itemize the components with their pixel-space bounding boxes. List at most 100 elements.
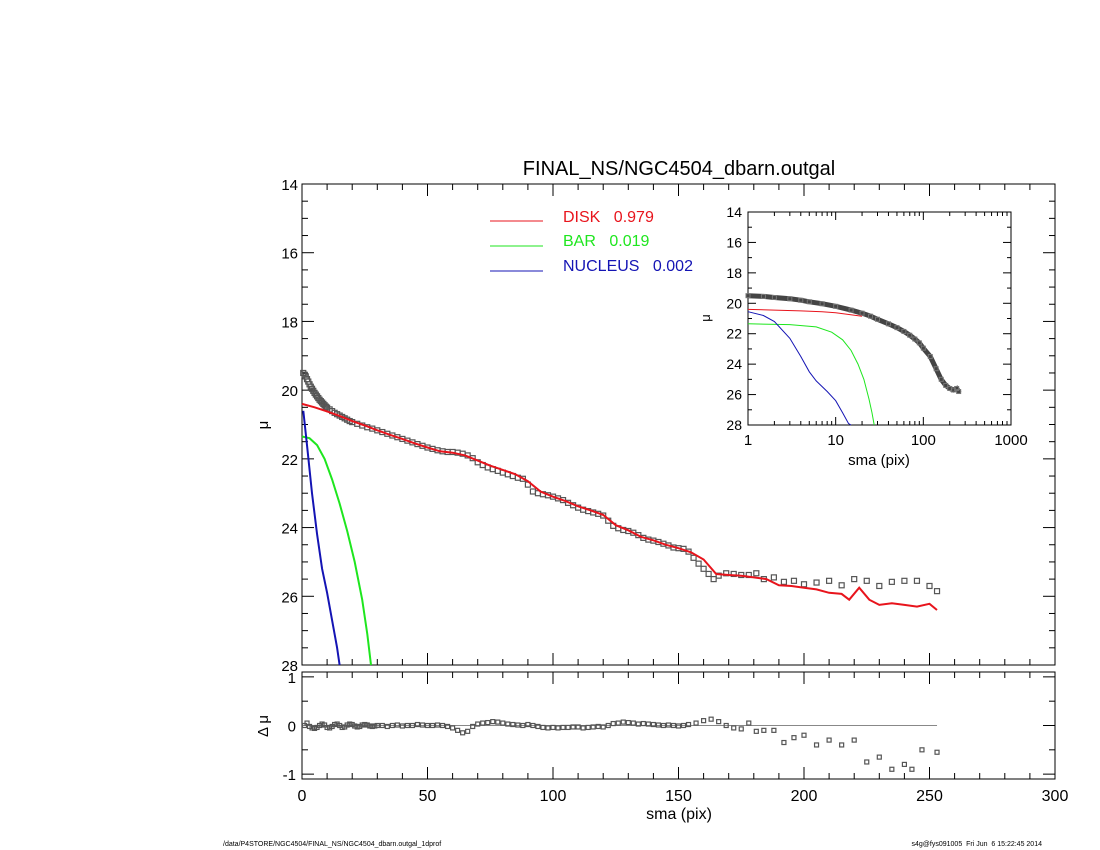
residual-point <box>570 724 576 730</box>
x-tick-label: 100 <box>540 788 567 805</box>
residual-point <box>575 724 581 730</box>
residual-point <box>485 719 491 726</box>
inset-data-point <box>874 316 880 322</box>
x-axis-label: sma (pix) <box>646 806 712 823</box>
legend-disk-fraction: 0.979 <box>614 209 654 226</box>
residual-point <box>585 724 591 731</box>
main-y-label: μ <box>255 421 272 430</box>
residual-series <box>301 716 940 772</box>
residual-point <box>781 739 787 746</box>
residual-point <box>731 725 737 731</box>
residual-y-tick-label: -1 <box>283 767 296 784</box>
inset-panel: 14 16 18 20 22 24 26 281 10 100 1000 μ sma (pix) <box>698 204 1028 469</box>
inset-x-tick-label: 10 <box>827 432 844 449</box>
residual-point <box>670 722 677 729</box>
residual-point <box>889 766 895 772</box>
inset-line-nucleus <box>747 311 852 426</box>
inset-data-point <box>901 328 907 334</box>
residual-point <box>660 722 667 729</box>
residual-point <box>414 721 421 728</box>
residual-point <box>424 722 431 729</box>
legend-bar-fraction: 0.019 <box>609 233 649 250</box>
residual-point <box>605 722 611 729</box>
inset-data-point <box>933 366 939 372</box>
residual-point <box>480 720 486 726</box>
residual-point <box>693 720 699 726</box>
residual-point <box>419 722 426 728</box>
inset-data-point <box>894 325 900 331</box>
residual-point <box>761 727 767 733</box>
residual-point <box>675 723 682 729</box>
data-point <box>825 577 833 584</box>
data-point <box>888 578 895 585</box>
residual-point <box>535 723 541 730</box>
legend-disk-label: DISK 0.979 <box>563 209 654 226</box>
residual-point <box>700 718 707 724</box>
residual-point <box>389 722 395 729</box>
residual-point <box>384 723 390 730</box>
residual-point <box>399 723 405 729</box>
main-panel: 14 16 18 20 22 24 26 28 μ <box>255 177 1056 675</box>
data-point <box>863 577 870 584</box>
inset-data-point <box>956 389 962 395</box>
residual-point <box>505 721 511 727</box>
residual-point <box>851 737 857 743</box>
residual-point <box>723 722 729 729</box>
residual-point <box>746 720 752 726</box>
data-point <box>933 588 941 595</box>
residual-point <box>510 721 516 728</box>
inset-data-point <box>912 336 918 342</box>
data-point <box>800 581 808 588</box>
residual-point <box>450 725 456 731</box>
inset-y-tick-label: 20 <box>726 295 742 311</box>
residual-point <box>500 720 506 726</box>
series-line-bar <box>301 435 372 666</box>
inset-data-point <box>907 332 913 338</box>
data-point <box>780 578 788 585</box>
residual-point <box>610 720 616 727</box>
residual-point <box>525 721 531 728</box>
residual-point <box>530 722 536 729</box>
inset-data-point <box>760 293 766 299</box>
inset-y-tick-label: 22 <box>726 326 742 342</box>
legend-bar-name: BAR <box>563 233 596 250</box>
residual-point <box>655 722 662 728</box>
residual-point <box>716 719 722 725</box>
residual-point <box>839 742 845 748</box>
inset-data-point <box>771 295 777 301</box>
main-ticks: 14 16 18 20 22 24 26 28 <box>281 177 1056 675</box>
residual-point <box>409 722 416 729</box>
x-tick-label: 250 <box>916 788 943 805</box>
residual-point <box>791 735 797 741</box>
inset-data-point <box>848 307 854 313</box>
residual-point <box>460 730 466 736</box>
residual-point <box>550 724 556 731</box>
data-point <box>790 577 798 584</box>
data-point <box>715 572 722 579</box>
x-tick-label: 300 <box>1042 788 1069 805</box>
inset-y-label: μ <box>698 314 713 322</box>
series-line-nucleus <box>302 410 341 666</box>
residual-point <box>813 742 820 748</box>
residual-point <box>515 722 521 728</box>
residual-point <box>864 759 870 765</box>
y-tick-label: 26 <box>281 589 298 606</box>
residual-point <box>444 723 451 730</box>
residual-point <box>635 721 641 727</box>
inset-data-point <box>868 313 874 319</box>
data-point <box>813 579 820 586</box>
data-point <box>695 560 702 567</box>
residual-point <box>771 727 777 733</box>
inset-data-point <box>745 293 751 299</box>
y-tick-label: 22 <box>281 452 298 469</box>
residual-point <box>801 732 807 738</box>
inset-x-tick-label: 1 <box>744 432 752 449</box>
inset-data-point <box>787 296 793 302</box>
residual-point <box>404 722 411 729</box>
residual-y-label: Δ μ <box>255 715 272 737</box>
data-point <box>876 582 883 590</box>
residual-point <box>520 722 526 729</box>
series-line-disk <box>301 402 938 611</box>
residual-point <box>620 719 626 725</box>
